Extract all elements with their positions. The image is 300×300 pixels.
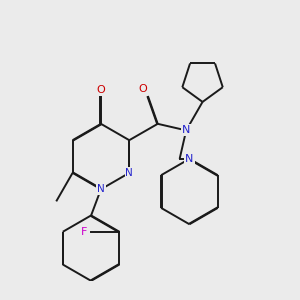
Text: N: N [182,125,190,135]
Text: F: F [81,227,88,237]
Text: O: O [139,85,147,94]
Text: N: N [125,168,133,178]
Text: N: N [185,154,194,164]
Text: O: O [97,85,105,95]
Text: N: N [97,184,105,194]
